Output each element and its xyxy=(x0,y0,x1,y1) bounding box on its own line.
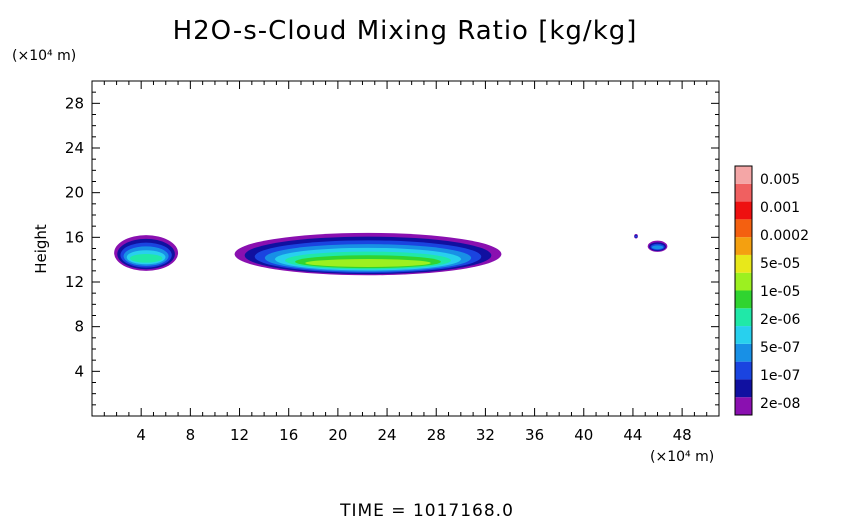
colorbar-swatch xyxy=(735,326,752,344)
cloud-contour xyxy=(305,259,431,267)
colorbar-label: 5e-07 xyxy=(760,340,800,356)
colorbar-swatch xyxy=(735,343,752,362)
x-tick-label: 48 xyxy=(673,426,692,444)
colorbar-swatch xyxy=(735,272,752,291)
cloud-region-2 xyxy=(234,232,502,276)
colorbar-label: 1e-07 xyxy=(760,368,800,384)
y-tick-label: 12 xyxy=(65,273,84,291)
x-tick-label: 16 xyxy=(279,426,298,444)
y-tick-label: 4 xyxy=(74,362,84,380)
cloud-contour xyxy=(129,253,163,263)
y-tick-label: 20 xyxy=(65,184,84,202)
x-tick-label: 8 xyxy=(186,426,196,444)
colorbar-label: 0.001 xyxy=(760,200,800,216)
colorbar-label: 5e-05 xyxy=(760,256,800,272)
colorbar-swatch xyxy=(735,290,752,309)
x-tick-label: 24 xyxy=(378,426,397,444)
y-tick-label: 8 xyxy=(74,318,84,336)
y-tick-label: 16 xyxy=(65,228,84,246)
cloud-region-1 xyxy=(114,235,179,271)
colorbar-swatch xyxy=(735,379,752,398)
cloud-contour xyxy=(651,245,664,250)
colorbar-swatch xyxy=(735,219,752,238)
colorbar-swatch xyxy=(735,237,752,255)
y-tick-label: 24 xyxy=(65,139,84,157)
x-tick-label: 28 xyxy=(427,426,446,444)
colorbar-swatch xyxy=(735,308,752,327)
y-axis-label: Height xyxy=(32,224,50,274)
x-tick-label: 12 xyxy=(230,426,249,444)
colorbar-label: 2e-06 xyxy=(760,312,800,328)
colorbar-swatch xyxy=(735,361,752,380)
x-tick-label: 44 xyxy=(623,426,642,444)
x-tick-label: 4 xyxy=(136,426,146,444)
y-axis-unit: (×10⁴ m) xyxy=(12,48,76,64)
colorbar-frame xyxy=(734,165,753,416)
cloud-region-4 xyxy=(647,240,668,252)
x-tick-label: 40 xyxy=(574,426,593,444)
colorbar-swatch xyxy=(735,254,752,273)
y-tick-label: 28 xyxy=(65,94,84,112)
colorbar-swatch xyxy=(735,166,752,184)
x-axis-unit: (×10⁴ m) xyxy=(650,449,714,465)
colorbar-label: 2e-08 xyxy=(760,396,800,412)
colorbar-label: 0.0002 xyxy=(760,228,809,244)
colorbar-swatch xyxy=(735,183,752,202)
x-tick-label: 36 xyxy=(525,426,544,444)
colorbar-swatch xyxy=(735,397,752,415)
colorbar-label: 0.005 xyxy=(760,172,800,188)
colorbar-label: 1e-05 xyxy=(760,284,800,300)
cloud-region-3 xyxy=(634,233,638,239)
x-tick-label: 20 xyxy=(328,426,347,444)
x-tick-label: 32 xyxy=(476,426,495,444)
colorbar: 2e-08 1e-07 5e-07 2e-06 1e-05 5e-05 0.0002 0.00… xyxy=(734,165,809,416)
time-label: TIME = 1017168.0 xyxy=(339,501,514,519)
cloud-contour xyxy=(634,235,638,238)
chart-title: H2O-s-Cloud Mixing Ratio [kg/kg] xyxy=(173,16,638,46)
colorbar-swatch xyxy=(735,201,752,220)
